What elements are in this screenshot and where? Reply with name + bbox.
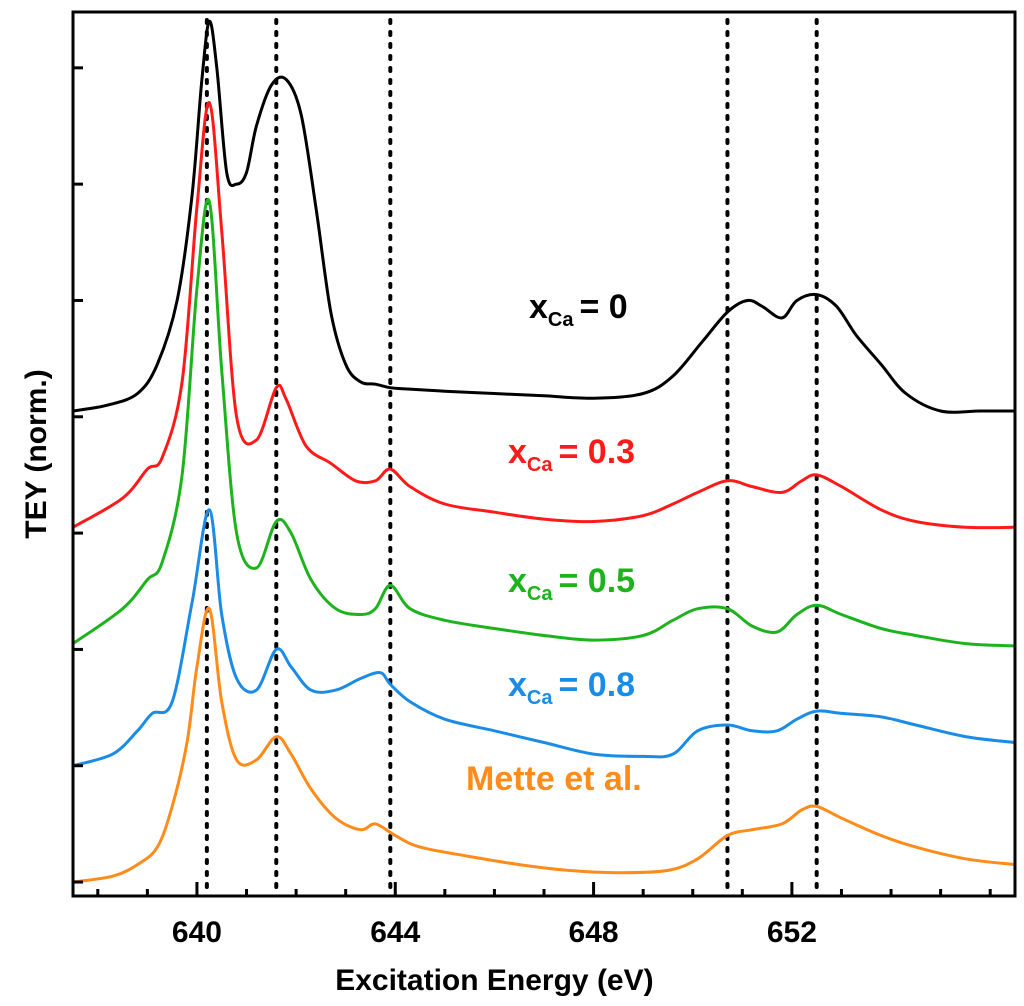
series-line-4: [72, 606, 1016, 884]
series-label-value: = 0: [580, 288, 628, 326]
x-tick-label-3: 652: [767, 916, 817, 949]
series-label-main: x: [529, 288, 548, 326]
series-line-2: [72, 198, 1016, 648]
series-label-value: = 0.3: [559, 433, 636, 471]
y-axis-label: TEY (norm.): [20, 369, 53, 538]
series-label-main: x: [508, 433, 527, 471]
series-label-3: xCa = 0.8: [508, 666, 635, 709]
series-label-subscript: Ca: [527, 583, 553, 605]
x-tick-label-1: 644: [370, 916, 420, 949]
reference-lines: [204, 18, 819, 898]
series-label-2: xCa = 0.5: [508, 562, 635, 605]
series-label-value: = 0.5: [559, 562, 636, 600]
series-label-main: x: [508, 562, 527, 600]
series-label-0: xCa = 0: [529, 288, 628, 331]
series-layer: [72, 19, 1016, 884]
series-label-subscript: Ca: [527, 454, 553, 476]
series-label-4: Mette et al.: [466, 760, 642, 798]
series-line-0: [72, 19, 1015, 414]
series-label-main: x: [508, 666, 527, 704]
series-label-main: Mette et al.: [466, 760, 642, 798]
x-tick-label-0: 640: [172, 916, 222, 949]
x-axis-label: Excitation Energy (eV): [335, 964, 653, 997]
series-line-3: [72, 508, 1016, 768]
series-label-subscript: Ca: [527, 687, 553, 709]
x-tick-label-2: 648: [569, 916, 619, 949]
series-label-value: = 0.8: [559, 666, 636, 704]
ticks: [73, 66, 992, 896]
series-label-subscript: Ca: [548, 309, 574, 331]
series-line-1: [72, 101, 1016, 530]
x-tick-labels: 640 644 648 652: [172, 916, 817, 949]
series-label-1: xCa = 0.3: [508, 433, 635, 476]
